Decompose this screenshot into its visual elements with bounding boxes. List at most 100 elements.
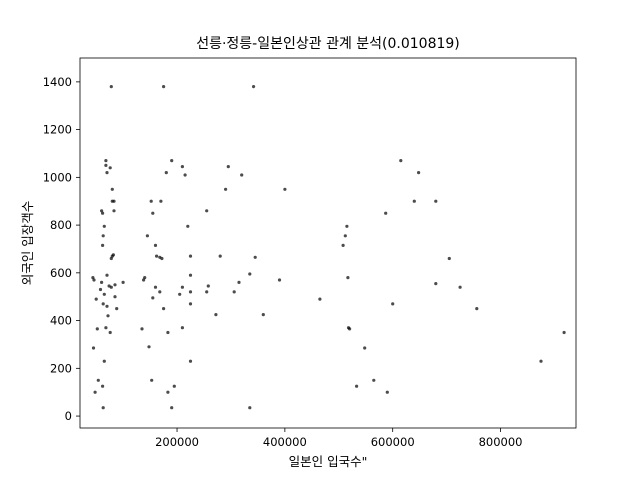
data-point (121, 280, 125, 284)
data-point (108, 166, 112, 170)
data-point (140, 327, 144, 331)
data-point (158, 290, 162, 294)
data-point (110, 254, 114, 258)
data-point (283, 187, 287, 191)
data-point (112, 199, 116, 203)
data-point (226, 165, 230, 169)
data-point (562, 330, 566, 335)
data-point (109, 256, 113, 261)
data-point (159, 199, 163, 203)
data-point (113, 295, 117, 299)
data-point (188, 290, 193, 294)
data-point (346, 276, 350, 280)
x-axis-ticks: 200000 400000 600000 800000 (155, 428, 522, 449)
data-point (105, 273, 109, 277)
data-point (539, 359, 543, 363)
data-point (100, 280, 104, 284)
data-point (178, 292, 182, 296)
data-point (385, 390, 389, 394)
data-point (345, 224, 349, 228)
data-point (143, 276, 147, 280)
y-tick-label: 0 (65, 409, 72, 423)
data-point (232, 290, 236, 294)
data-point (104, 159, 108, 163)
data-point (318, 297, 322, 301)
data-point (153, 243, 158, 247)
data-point (102, 292, 106, 296)
data-point (112, 209, 116, 213)
y-axis-title: 외국인 입장객수 (20, 201, 35, 285)
data-point (102, 359, 106, 363)
data-point (101, 302, 105, 306)
data-point (98, 287, 103, 292)
data-point (162, 85, 166, 89)
data-point (206, 284, 210, 288)
data-point (115, 307, 119, 311)
data-point (105, 304, 109, 308)
data-point (253, 255, 257, 259)
data-point (166, 390, 170, 394)
points-layer (91, 85, 566, 410)
data-point (100, 209, 104, 213)
data-point (102, 224, 106, 228)
data-point (166, 330, 170, 335)
data-point (399, 159, 403, 163)
data-point (188, 302, 193, 306)
data-point (106, 314, 110, 318)
y-tick-label: 200 (50, 361, 72, 375)
data-point (160, 256, 164, 261)
x-tick-label: 200000 (155, 435, 199, 449)
data-point (205, 209, 209, 213)
data-point (372, 378, 376, 382)
data-point (105, 171, 109, 175)
data-point (188, 359, 193, 363)
data-point (113, 283, 117, 287)
data-point (186, 224, 190, 228)
data-point (341, 243, 345, 247)
data-point (91, 276, 95, 280)
data-point (170, 159, 174, 163)
data-point (104, 163, 108, 167)
data-point (151, 211, 155, 215)
data-point (224, 187, 228, 191)
data-point (101, 243, 105, 247)
data-point (151, 296, 155, 300)
data-point (91, 346, 96, 350)
data-point (104, 326, 108, 330)
data-point (417, 171, 421, 175)
data-point (384, 211, 388, 215)
data-point (214, 313, 218, 317)
x-axis-title: 일본인 입국수" (289, 454, 368, 469)
y-tick-label: 600 (50, 266, 72, 280)
data-point (248, 272, 252, 276)
x-tick-label: 800000 (479, 435, 523, 449)
data-point (180, 165, 184, 169)
data-point (180, 326, 184, 330)
data-point (261, 313, 265, 317)
data-point (188, 273, 193, 277)
data-point (93, 390, 97, 394)
data-point (92, 278, 96, 282)
data-point (101, 384, 105, 388)
x-tick-label: 600000 (371, 435, 415, 449)
data-point (355, 384, 359, 388)
data-point (94, 297, 98, 301)
data-point (252, 85, 256, 89)
y-axis-ticks: 0 200 400 600 800 1000 1200 1400 (43, 75, 80, 423)
data-point (188, 254, 193, 258)
y-tick-label: 1400 (43, 75, 72, 89)
data-point (447, 256, 451, 261)
data-point (110, 187, 114, 191)
y-tick-label: 800 (50, 218, 72, 232)
data-point (101, 211, 105, 215)
data-point (162, 307, 166, 311)
data-point (434, 282, 438, 286)
data-point (205, 290, 209, 294)
chart-title: 선릉·정릉-일본인상관 관계 분석(0.010819) (196, 36, 460, 52)
data-point (237, 280, 241, 284)
data-point (108, 330, 112, 335)
data-point (101, 234, 105, 238)
data-point (240, 173, 244, 177)
data-point (458, 285, 462, 289)
